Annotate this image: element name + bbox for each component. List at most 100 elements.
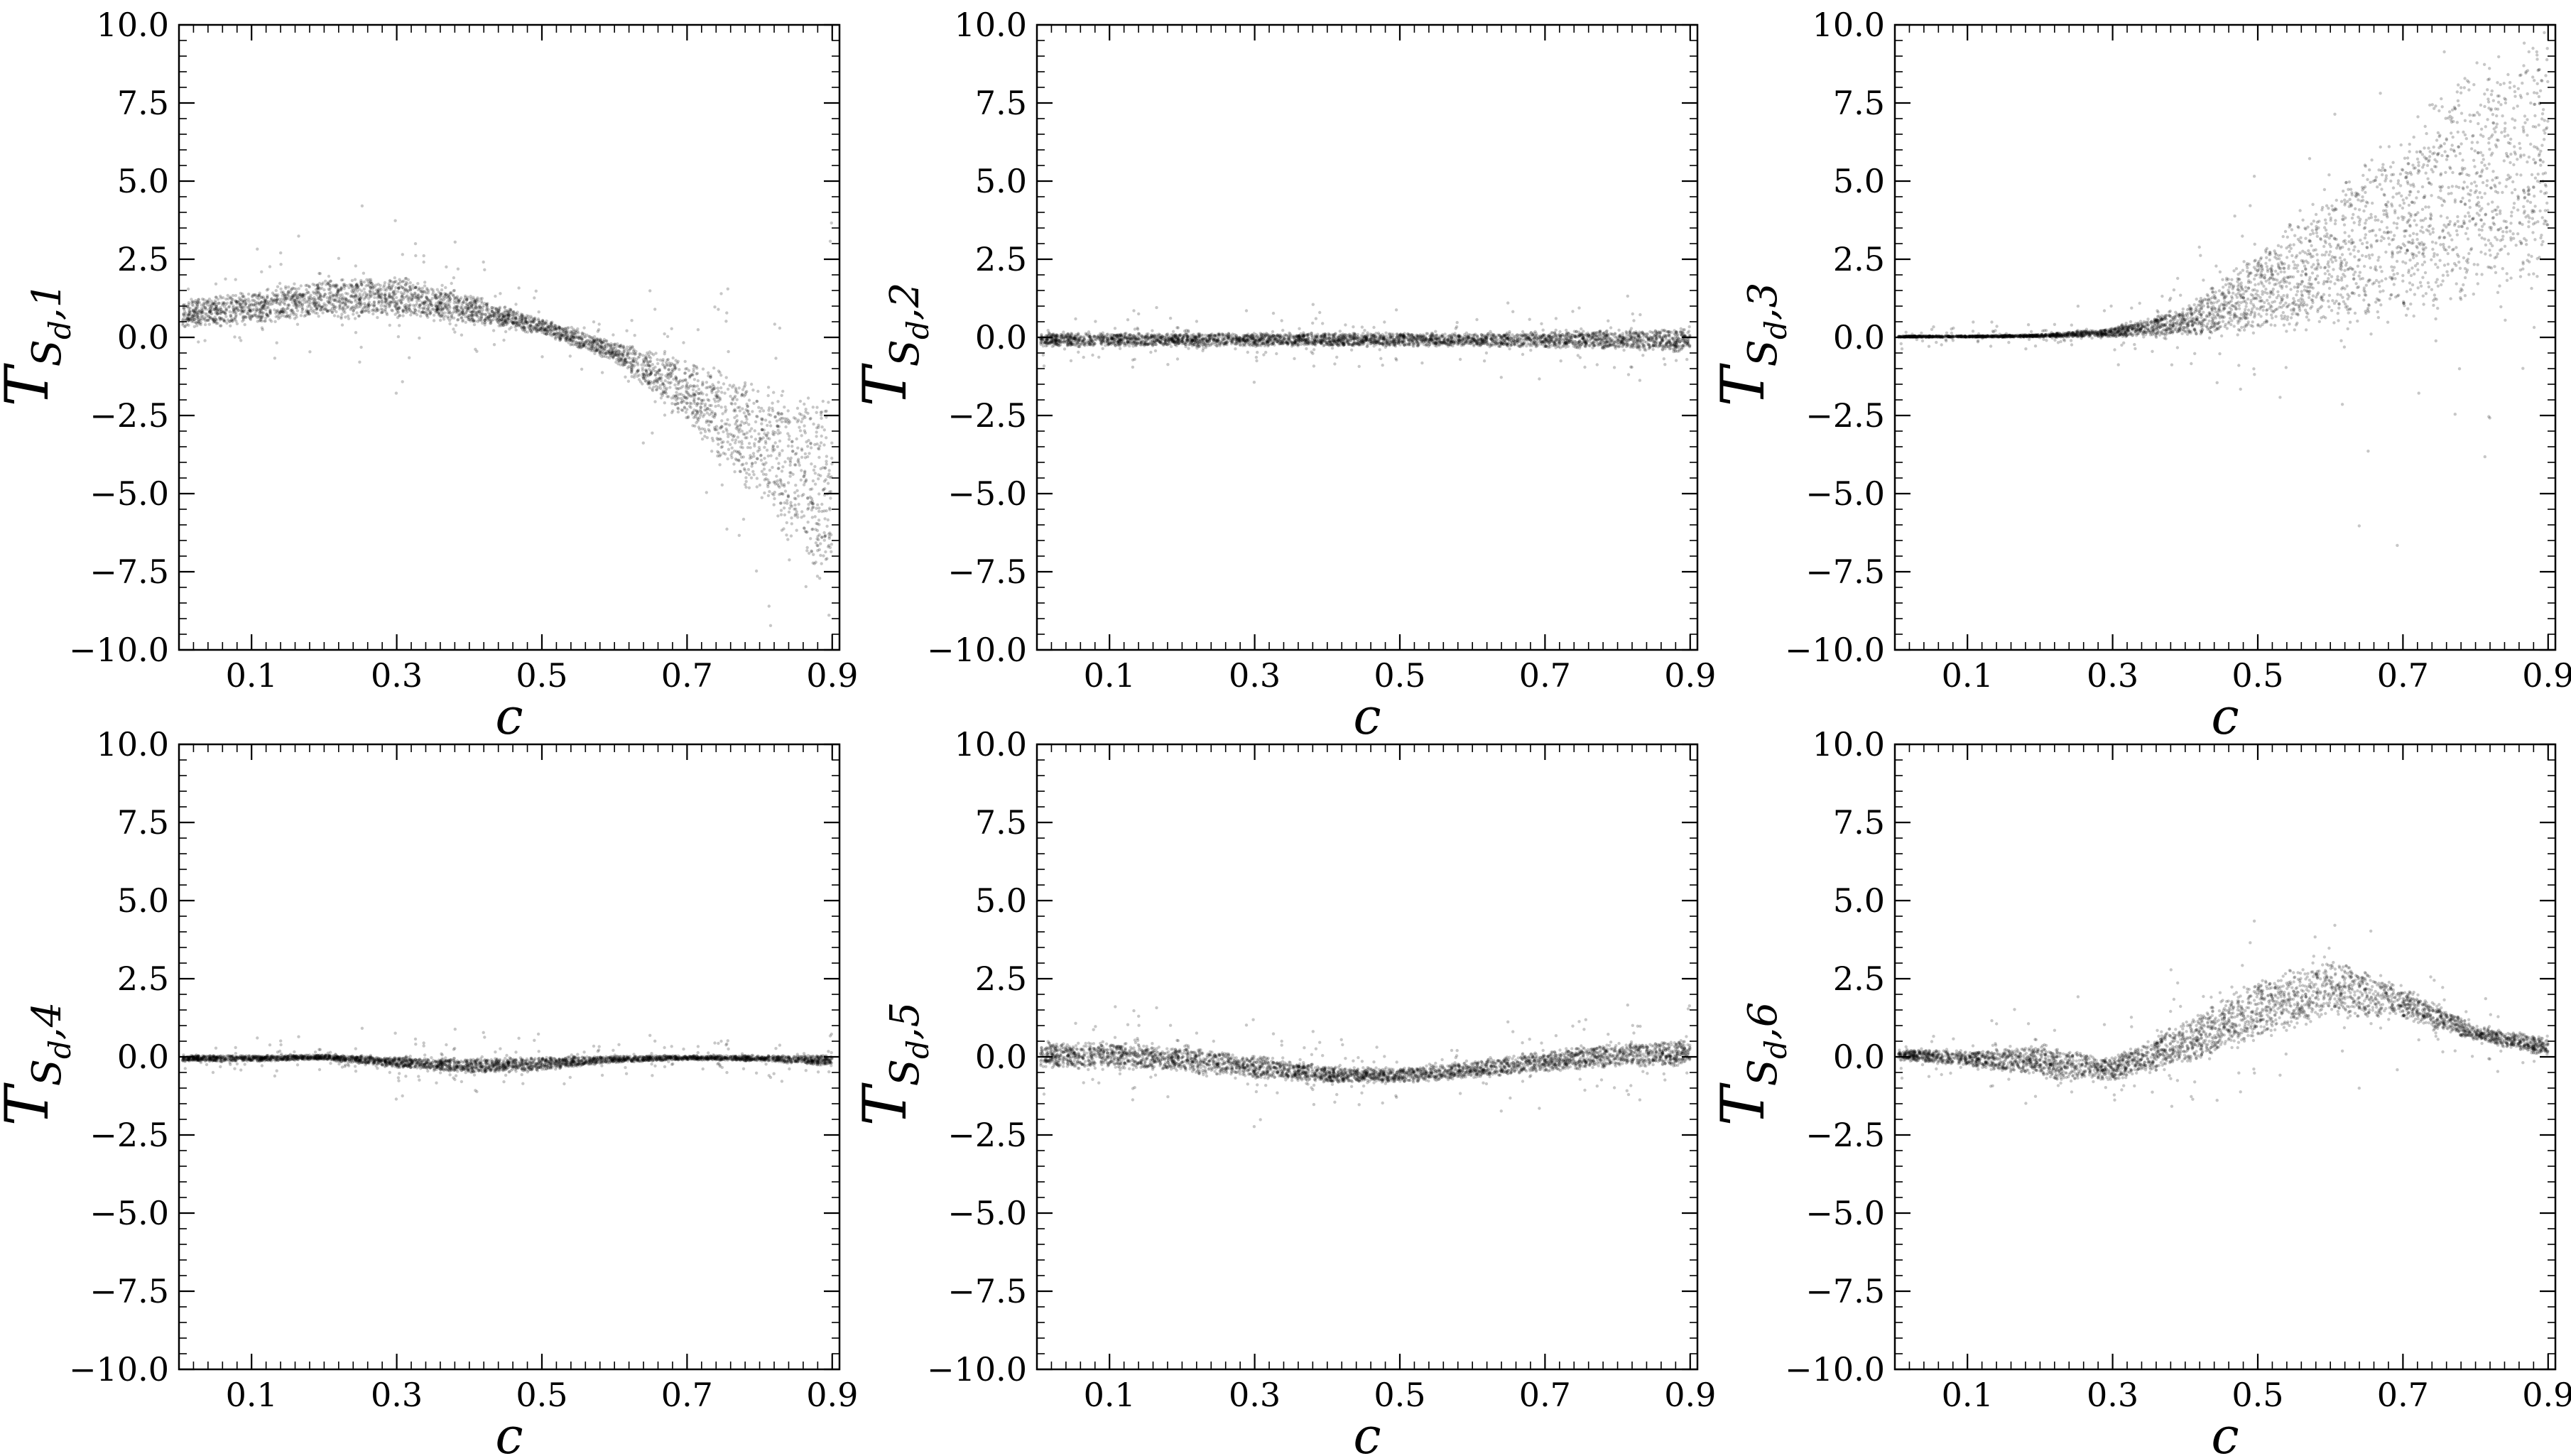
scatter-point	[404, 310, 408, 315]
scatter-point	[447, 298, 451, 302]
scatter-point	[661, 389, 665, 393]
scatter-point	[611, 352, 614, 355]
scatter-point	[780, 412, 784, 415]
scatter-point	[731, 398, 735, 402]
scatter-point	[808, 487, 812, 491]
scatter-point	[733, 470, 736, 474]
scatter-point	[598, 344, 602, 347]
scatter-point	[440, 292, 443, 295]
scatter-point	[773, 448, 776, 452]
scatter-point	[740, 463, 744, 467]
scatter-point	[614, 353, 618, 357]
scatter-point	[396, 307, 401, 310]
scatter-point	[342, 287, 346, 290]
scatter-point	[236, 300, 239, 303]
scatter-point	[740, 393, 744, 396]
scatter-point	[332, 314, 337, 317]
scatter-point	[461, 310, 464, 313]
scatter-point	[802, 492, 805, 496]
scatter-point	[809, 416, 812, 420]
scatter-point	[763, 457, 766, 460]
scatter-point	[608, 350, 612, 354]
scatter-point	[737, 386, 741, 390]
scatter-point	[729, 433, 732, 436]
scatter-point	[601, 347, 604, 350]
scatter-point	[764, 441, 768, 445]
scatter-point	[525, 314, 529, 317]
scatter-point	[628, 347, 632, 351]
scatter-point	[367, 278, 371, 281]
scatter-point	[367, 300, 371, 304]
scatter-point	[462, 298, 466, 302]
scatter-point	[332, 298, 336, 303]
scatter-point	[766, 393, 770, 398]
scatter-point	[714, 400, 717, 403]
scatter-point	[753, 442, 756, 445]
scatter-point	[263, 300, 266, 303]
scatter-point	[387, 302, 391, 305]
scatter-point	[235, 322, 239, 325]
scatter-point	[663, 386, 666, 389]
scatter-point	[783, 460, 787, 464]
scatter-point	[416, 293, 420, 297]
scatter-point	[604, 352, 607, 355]
scatter-point	[469, 300, 472, 305]
scatter-point	[380, 293, 384, 297]
scatter-point	[778, 326, 782, 330]
scatter-point	[538, 321, 541, 325]
scatter-point	[807, 438, 810, 442]
scatter-point	[339, 287, 343, 290]
scatter-point	[534, 289, 538, 293]
scatter-point	[666, 372, 670, 376]
scatter-point	[810, 549, 813, 553]
scatter-point	[758, 483, 762, 487]
scatter-point	[375, 307, 379, 311]
scatter-point	[751, 469, 755, 474]
scatter-point	[587, 338, 591, 342]
scatter-point	[655, 376, 658, 381]
scatter-point	[539, 326, 543, 330]
scatter-point	[396, 282, 400, 286]
scatter-point	[756, 415, 759, 418]
scatter-point	[1077, 350, 1080, 354]
scatter-point	[800, 510, 804, 514]
scatter-point	[211, 317, 215, 321]
scatter-point	[585, 342, 589, 346]
scatter-point	[504, 315, 508, 319]
scatter-point	[354, 264, 357, 268]
scatter-point	[714, 391, 718, 395]
scatter-point	[732, 462, 736, 466]
scatter-point	[648, 386, 651, 389]
scatter-point	[229, 324, 232, 327]
scatter-point	[819, 553, 822, 558]
scatter-point	[600, 371, 604, 374]
scatter-point	[578, 336, 582, 339]
scatter-point	[613, 350, 617, 354]
scatter-point	[242, 295, 246, 298]
scatter-point	[674, 386, 678, 390]
scatter-point	[707, 423, 711, 427]
scatter-point	[800, 434, 803, 438]
scatter-point	[790, 440, 794, 443]
scatter-point	[778, 452, 781, 455]
scatter-point	[394, 391, 398, 395]
scatter-point	[773, 430, 777, 435]
scatter-point	[197, 315, 200, 319]
scatter-point	[788, 474, 792, 478]
scatter-point	[249, 309, 252, 313]
scatter-point	[447, 319, 452, 322]
scatter-point	[661, 393, 664, 397]
scatter-point	[790, 445, 794, 448]
scatter-point	[215, 303, 219, 307]
scatter-point	[502, 315, 506, 318]
scatter-point	[739, 423, 743, 427]
scatter-point	[339, 301, 343, 305]
scatter-point	[308, 350, 312, 354]
scatter-point	[229, 313, 233, 317]
scatter-point	[786, 499, 789, 502]
scatter-point	[722, 451, 725, 455]
scatter-point	[823, 517, 827, 521]
scatter-point	[430, 303, 434, 308]
scatter-point	[189, 310, 192, 314]
scatter-point	[423, 281, 427, 284]
